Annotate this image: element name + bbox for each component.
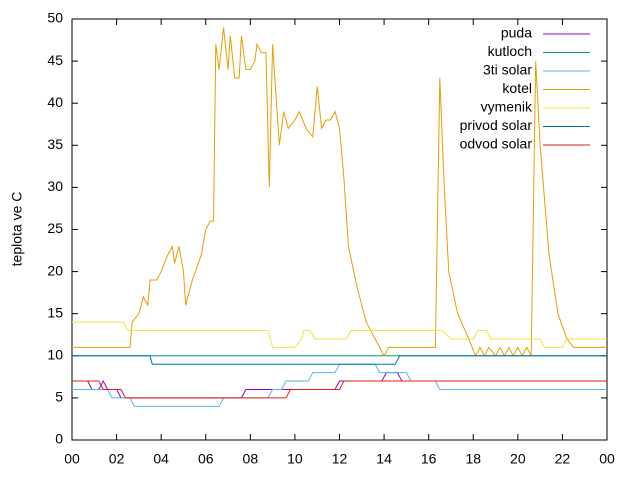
series-line (72, 27, 607, 357)
x-tick-label: 04 (153, 451, 169, 467)
series-line (72, 321, 607, 348)
legend-label: privod solar (460, 117, 533, 133)
series-line (72, 363, 607, 407)
legend-label: puda (501, 25, 532, 41)
x-tick-label: 14 (376, 451, 392, 467)
x-tick-label: 12 (332, 451, 348, 467)
x-tick-label: 08 (243, 451, 259, 467)
y-axis-label: teplota ve C (9, 192, 25, 267)
y-tick-label: 45 (47, 52, 63, 68)
legend-label: vymenik (481, 99, 533, 115)
series-line (72, 380, 607, 399)
x-tick-label: 02 (109, 451, 125, 467)
y-tick-label: 10 (47, 347, 63, 363)
series-line (72, 355, 607, 365)
y-tick-label: 15 (47, 304, 63, 320)
legend-label: odvod solar (460, 136, 533, 152)
x-tick-label: 06 (198, 451, 214, 467)
x-tick-label: 22 (555, 451, 571, 467)
legend-label: kotel (502, 80, 532, 96)
y-tick-label: 40 (47, 94, 63, 110)
series-line (72, 372, 607, 399)
x-tick-label: 16 (421, 451, 437, 467)
legend-label: kutloch (488, 43, 532, 59)
x-tick-label: 00 (599, 451, 615, 467)
y-tick-label: 20 (47, 262, 63, 278)
x-tick-label: 18 (465, 451, 481, 467)
x-tick-label: 10 (287, 451, 303, 467)
y-tick-label: 30 (47, 178, 63, 194)
y-tick-label: 5 (55, 389, 63, 405)
y-tick-label: 25 (47, 220, 63, 236)
y-tick-label: 50 (47, 10, 63, 26)
legend-label: 3ti solar (483, 62, 532, 78)
y-tick-label: 0 (55, 431, 63, 447)
y-tick-label: 35 (47, 136, 63, 152)
x-tick-label: 00 (64, 451, 80, 467)
x-tick-label: 20 (510, 451, 526, 467)
